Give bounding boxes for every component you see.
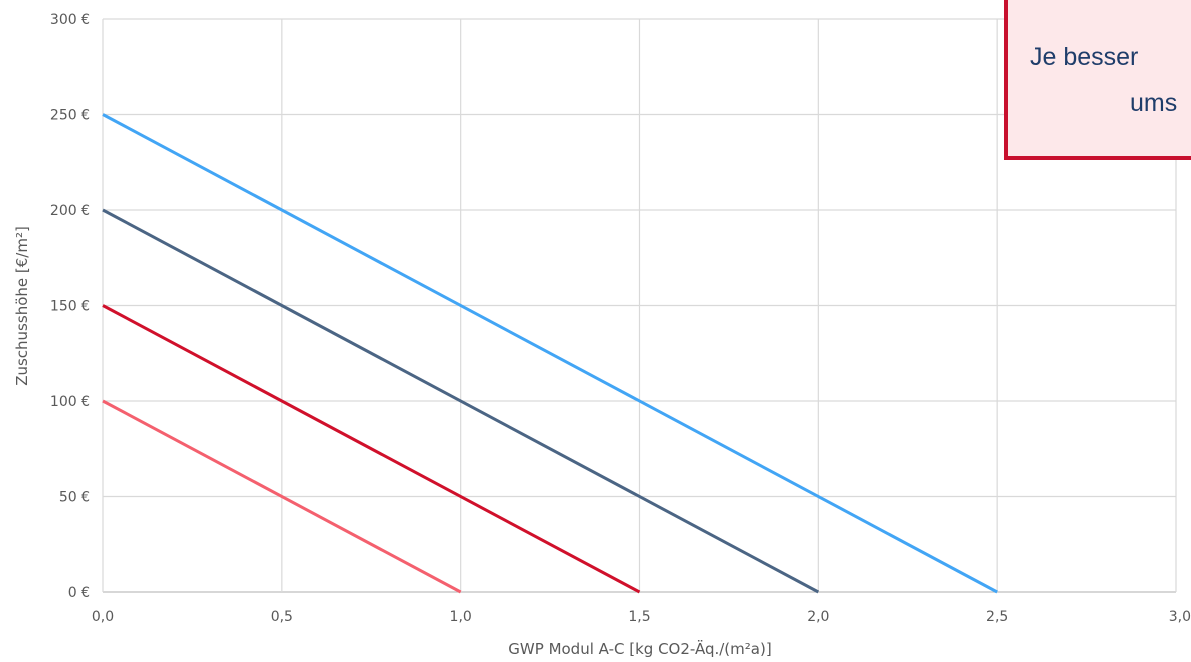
y-tick-labels: 0 € 50 € 100 € 150 € 200 € 250 € 300 € xyxy=(50,12,90,601)
y-tick-label: 0 € xyxy=(68,585,90,601)
series-line xyxy=(102,399,462,594)
x-tick-label: 3,0 xyxy=(1169,609,1191,625)
y-tick-label: 100 € xyxy=(50,394,90,410)
y-axis-title: Zuschusshöhe [€/m²] xyxy=(13,226,31,386)
series-lines xyxy=(102,113,998,594)
y-tick-label: 150 € xyxy=(50,299,90,315)
series-line xyxy=(102,304,641,594)
callout-line-1: Je besser xyxy=(1030,43,1139,71)
series-line xyxy=(102,113,998,594)
y-tick-label: 200 € xyxy=(50,203,90,219)
x-tick-label: 2,5 xyxy=(986,609,1008,625)
callout-line-2: ums xyxy=(1130,89,1178,117)
y-tick-label: 250 € xyxy=(50,108,90,124)
y-tick-label: 50 € xyxy=(59,490,90,506)
grid xyxy=(102,18,1177,593)
x-tick-label: 1,5 xyxy=(628,609,650,625)
callout-box: Je besser ums xyxy=(1004,0,1191,160)
x-tick-label: 2,0 xyxy=(807,609,829,625)
x-tick-labels: 0,0 0,5 1,0 1,5 2,0 2,5 3,0 xyxy=(92,609,1191,625)
x-axis-title: GWP Modul A-C [kg CO2-Äq./(m²a)] xyxy=(508,639,771,658)
x-tick-label: 0,5 xyxy=(271,609,293,625)
series-line xyxy=(102,208,820,594)
x-tick-label: 1,0 xyxy=(450,609,472,625)
x-tick-label: 0,0 xyxy=(92,609,114,625)
y-tick-label: 300 € xyxy=(50,12,90,28)
